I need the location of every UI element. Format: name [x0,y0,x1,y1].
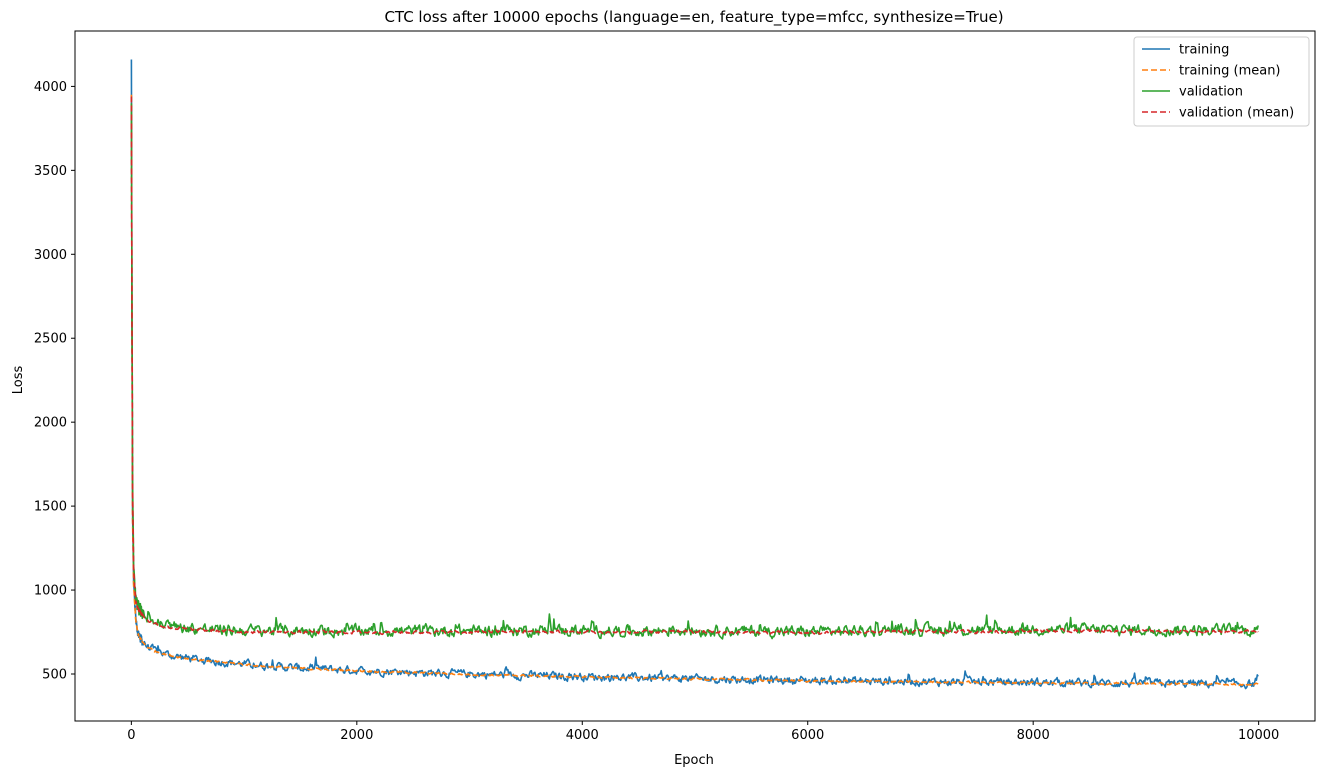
y-tick-label: 2500 [34,332,67,347]
y-tick-label: 3000 [34,248,67,263]
legend-entry-label: validation (mean) [1179,106,1294,121]
x-tick-label: 6000 [791,728,824,743]
chart-title: CTC loss after 10000 epochs (language=en… [384,8,1003,27]
x-axis-label: Epoch [674,753,714,768]
y-tick-label: 4000 [34,80,67,95]
y-axis-label: Loss [11,366,26,395]
legend-entry-label: validation [1179,85,1243,100]
x-tick-label: 4000 [566,728,599,743]
y-tick-label: 1000 [34,584,67,599]
legend-entry-label: training (mean) [1179,64,1281,79]
y-tick-label: 1500 [34,500,67,515]
legend: training training (mean) validation validat… [1134,37,1309,126]
y-tick-label: 500 [42,667,67,682]
x-tick-label: 8000 [1017,728,1050,743]
x-tick-label: 2000 [340,728,373,743]
legend-entry-label: training [1179,43,1229,58]
x-tick-label: 0 [127,728,135,743]
y-tick-label: 3500 [34,164,67,179]
x-tick-label: 10000 [1238,728,1279,743]
y-tick-label: 2000 [34,416,67,431]
